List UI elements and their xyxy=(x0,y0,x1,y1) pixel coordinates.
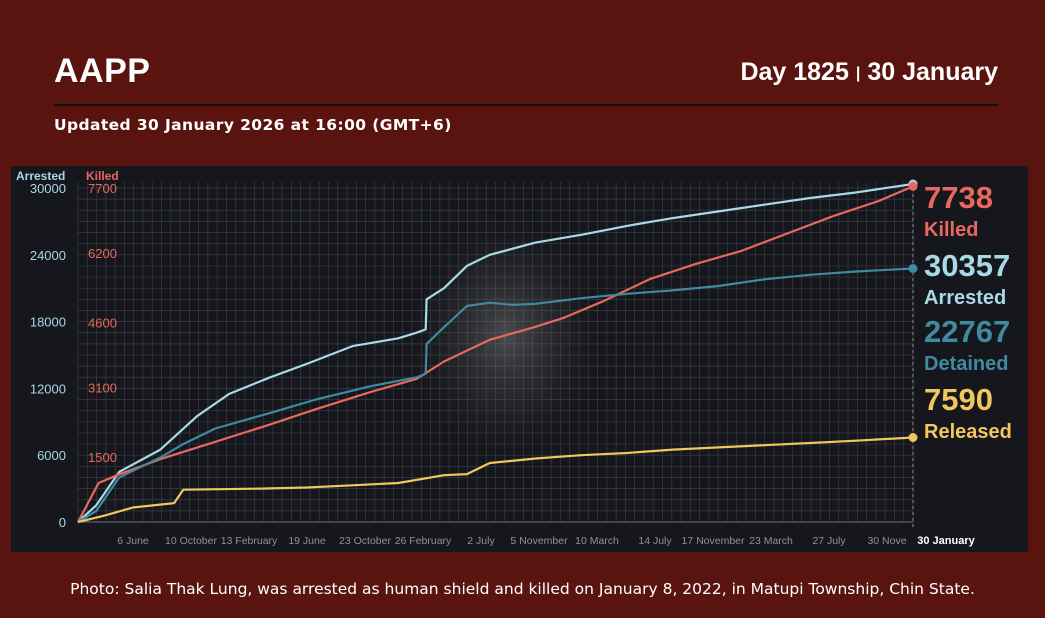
brand-title: AAPP xyxy=(54,52,151,90)
x-tick-label: 23 October xyxy=(339,535,391,547)
series-end-marker-released xyxy=(908,432,918,442)
updated-timestamp: Updated 30 January 2026 at 16:00 (GMT+6) xyxy=(54,116,452,134)
x-tick-label: 2 July xyxy=(467,535,495,547)
x-tick-label: 17 November xyxy=(681,535,745,547)
end-label-arrested: Arrested xyxy=(924,287,1006,309)
end-label-detained: Detained xyxy=(924,353,1008,375)
y-tick-label-killed: 3100 xyxy=(88,381,117,396)
end-value-detained: 22767 xyxy=(924,314,1010,349)
x-tick-label: 27 July xyxy=(812,535,846,547)
y-tick-label-arrested: 12000 xyxy=(30,381,66,396)
y-tick-label-arrested: 18000 xyxy=(30,315,66,330)
series-line-detained xyxy=(77,267,914,523)
y-axis-title-arrested: Arrested xyxy=(16,169,65,183)
x-tick-label: 14 July xyxy=(638,535,672,547)
x-tick-label: 5 November xyxy=(510,535,568,547)
end-label-released: Released xyxy=(924,421,1012,443)
x-tick-label: 10 October xyxy=(165,535,217,547)
y-tick-label-arrested: 30000 xyxy=(30,181,66,196)
y-tick-label-killed: 6200 xyxy=(88,246,117,261)
y-tick-label-arrested: 0 xyxy=(59,515,66,530)
series-end-marker-killed xyxy=(908,181,918,191)
photo-caption: Photo: Salia Thak Lung, was arrested as … xyxy=(70,580,975,598)
day-counter: Day 1825 | 30 January xyxy=(740,58,998,87)
series-end-marker-detained xyxy=(908,264,918,274)
chart-panel: Arrested Killed 30000 24000 18000 12000 6000 0 7… xyxy=(11,166,1028,552)
header-divider xyxy=(54,104,998,106)
y-tick-label-killed: 7700 xyxy=(88,181,117,196)
end-label-killed: Killed xyxy=(924,219,978,241)
end-value-released: 7590 xyxy=(924,382,993,417)
end-value-arrested: 30357 xyxy=(924,248,1010,283)
date-label: 30 January xyxy=(867,58,998,86)
series-line-arrested xyxy=(77,182,914,523)
day-label: Day 1825 xyxy=(740,58,849,86)
y-tick-label-killed: 4600 xyxy=(88,315,117,330)
x-tick-label: 30 Nove xyxy=(867,535,906,547)
x-tick-label: 6 June xyxy=(117,535,149,547)
series-line-released xyxy=(77,436,914,524)
y-tick-label-arrested: 6000 xyxy=(37,448,66,463)
x-tick-label: 13 February xyxy=(221,535,278,547)
y-tick-label-arrested: 24000 xyxy=(30,248,66,263)
y-tick-label-killed: 1500 xyxy=(88,450,117,465)
day-separator: | xyxy=(855,65,861,82)
line-chart: Arrested Killed 30000 24000 18000 12000 6000 0 7… xyxy=(16,169,1012,547)
x-end-label: 30 January xyxy=(917,535,975,547)
x-tick-label: 26 February xyxy=(395,535,452,547)
end-value-killed: 7738 xyxy=(924,180,993,215)
x-tick-label: 23 March xyxy=(749,535,793,547)
x-tick-label: 19 June xyxy=(288,535,326,547)
x-tick-label: 10 March xyxy=(575,535,619,547)
y-axis-title-killed: Killed xyxy=(86,169,119,183)
